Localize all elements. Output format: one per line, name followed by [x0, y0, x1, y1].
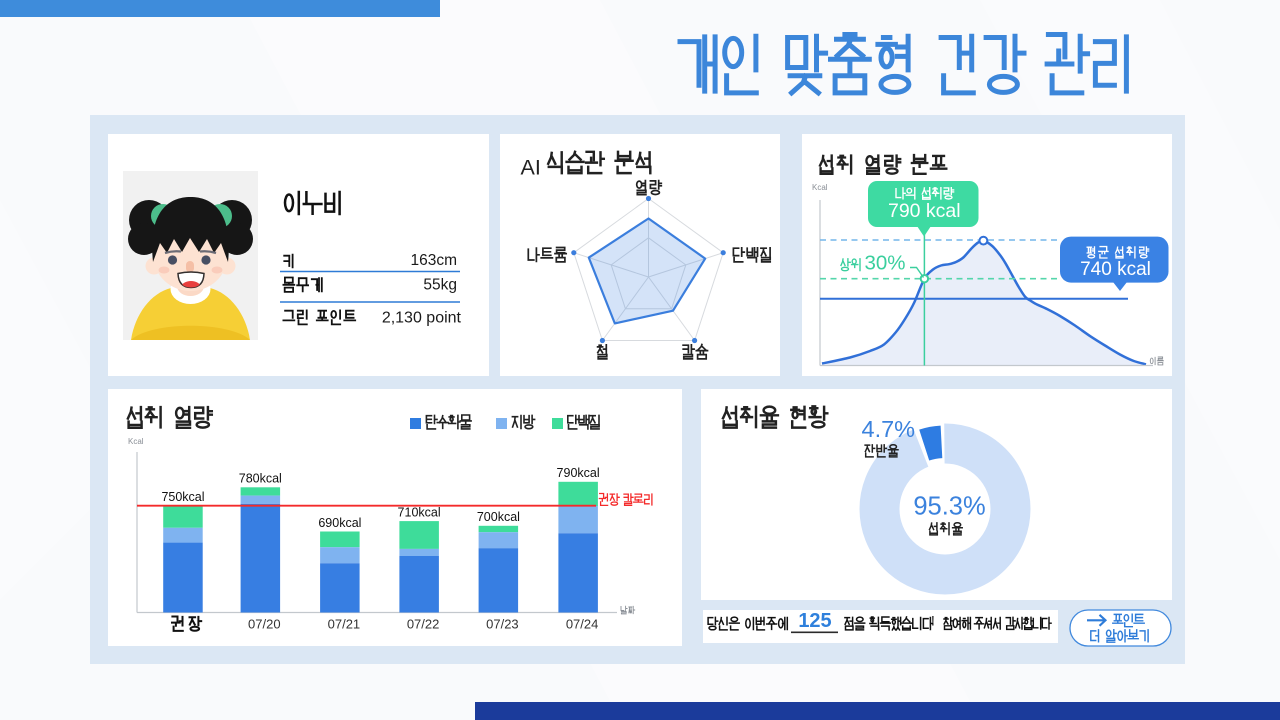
svg-text:2,130 point: 2,130 point: [382, 310, 462, 327]
svg-text:4.7%: 4.7%: [862, 416, 916, 442]
svg-text:780kcal: 780kcal: [239, 472, 282, 486]
svg-text:55kg: 55kg: [423, 277, 457, 294]
svg-text:740 kcal: 740 kcal: [1080, 259, 1151, 280]
svg-text:07/21: 07/21: [328, 616, 361, 631]
svg-text:750kcal: 750kcal: [161, 490, 204, 504]
svg-text:30%: 30%: [865, 252, 906, 275]
svg-text:07/22: 07/22: [407, 616, 440, 631]
svg-text:07/23: 07/23: [486, 616, 519, 631]
svg-text:125: 125: [798, 610, 831, 632]
svg-text:07/24: 07/24: [566, 616, 599, 631]
svg-text:700kcal: 700kcal: [477, 510, 520, 524]
svg-text:Kcal: Kcal: [812, 183, 828, 192]
svg-text:AI: AI: [521, 155, 541, 179]
svg-text:95.3%: 95.3%: [913, 492, 985, 520]
svg-text:790 kcal: 790 kcal: [888, 200, 961, 222]
svg-text:710kcal: 710kcal: [398, 506, 441, 520]
svg-text:07/20: 07/20: [248, 616, 281, 631]
svg-text:Kcal: Kcal: [128, 437, 144, 446]
svg-text:790kcal: 790kcal: [557, 466, 600, 480]
svg-text:!: !: [931, 614, 935, 629]
svg-text:690kcal: 690kcal: [318, 516, 361, 530]
svg-text:163cm: 163cm: [410, 252, 457, 269]
